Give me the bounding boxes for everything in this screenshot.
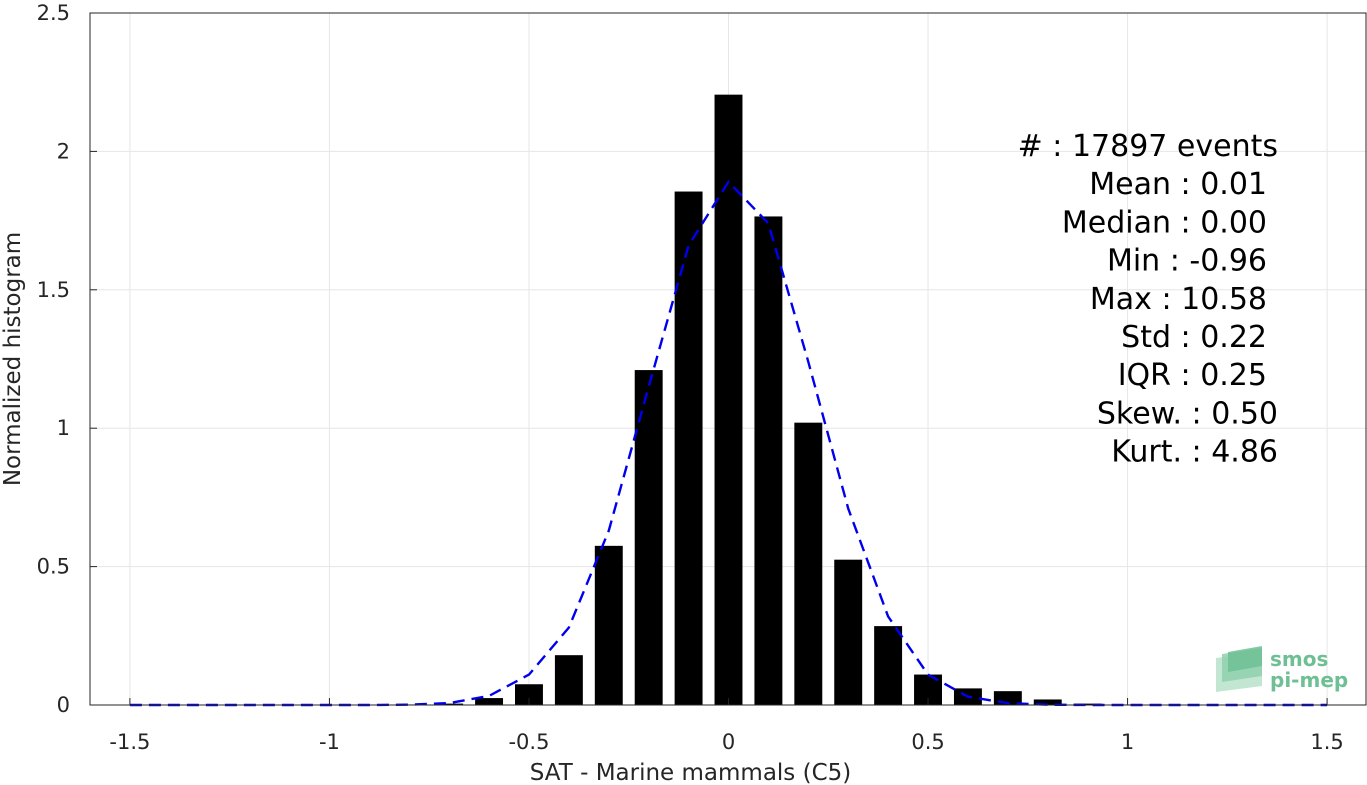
x-tick-label: -1 (319, 730, 340, 754)
x-tick-label: 0 (722, 730, 735, 754)
histogram-bar (594, 545, 623, 705)
y-tick-label: 0 (57, 693, 70, 717)
y-tick-label: 1 (57, 416, 70, 440)
histogram-bar (634, 370, 663, 705)
histogram-bar (435, 703, 464, 705)
histogram-bars (395, 94, 1142, 705)
histogram-bar (1073, 703, 1102, 705)
histogram-bar (674, 191, 703, 705)
histogram-bar (874, 626, 903, 705)
logo-text-line2: pi-mep (1270, 668, 1348, 692)
logo-mark-icon (1216, 646, 1262, 692)
histogram-bar (554, 655, 583, 705)
x-tick-label: 0.5 (911, 730, 944, 754)
histogram-bar (475, 698, 504, 705)
x-tick-label: 1.5 (1310, 730, 1343, 754)
stat-line: Max : 10.58 (1090, 282, 1267, 317)
y-axis-label: Normalized histogram (0, 232, 26, 486)
stat-line: IQR : 0.25 (1118, 358, 1267, 393)
histogram-bar (794, 422, 823, 705)
y-tick-label: 2.5 (37, 1, 70, 25)
stat-line: Kurt. : 4.86 (1111, 435, 1278, 470)
histogram-bar (515, 684, 543, 705)
y-tick-label: 2 (57, 139, 70, 163)
x-tick-label: -1.5 (109, 730, 150, 754)
x-tick-label: -0.5 (508, 730, 549, 754)
histogram-bar (1033, 699, 1062, 705)
histogram-bar (754, 216, 783, 705)
x-axis-label: SAT - Marine mammals (C5) (530, 760, 852, 785)
smos-pi-mep-logo: smos pi-mep (1216, 646, 1348, 692)
stat-line: Min : -0.96 (1107, 244, 1267, 279)
stat-line: # : 17897 events (1018, 129, 1278, 164)
stat-line: Median : 0.00 (1062, 205, 1267, 240)
histogram-bar (714, 94, 743, 705)
stat-line: Mean : 0.01 (1089, 167, 1267, 202)
y-tick-label: 0.5 (37, 555, 70, 579)
logo-text-line1: smos (1270, 647, 1328, 671)
y-tick-label: 1.5 (37, 278, 70, 302)
stat-line: Std : 0.22 (1121, 320, 1267, 355)
histogram-bar (834, 559, 863, 705)
x-tick-label: 1 (1121, 730, 1134, 754)
axis-ticks: -1.5 -1 -0.5 0 0.5 1 1.5 0 0.5 1 1.5 2 2.5 (37, 1, 1344, 754)
stat-line: Skew. : 0.50 (1097, 396, 1278, 431)
